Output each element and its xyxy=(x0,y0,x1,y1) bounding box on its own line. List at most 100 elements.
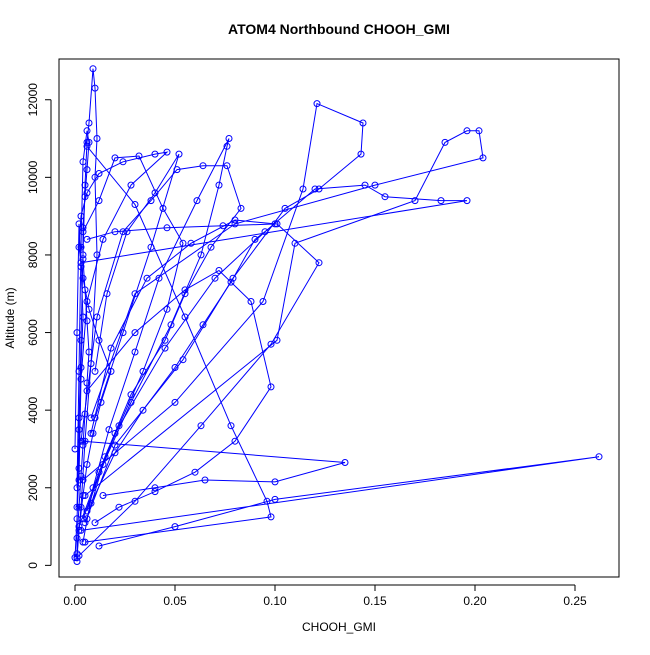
series-line xyxy=(82,155,184,512)
data-point xyxy=(75,503,83,511)
data-point xyxy=(95,542,103,550)
series-4 xyxy=(79,100,367,527)
data-point xyxy=(267,513,275,521)
data-point xyxy=(131,348,139,356)
data-point xyxy=(191,468,199,476)
data-point xyxy=(99,492,107,499)
data-point xyxy=(81,410,89,418)
data-point xyxy=(119,228,127,236)
series-line xyxy=(84,130,484,496)
data-point xyxy=(87,414,95,422)
data-point xyxy=(111,429,119,437)
data-point xyxy=(163,305,171,313)
data-point xyxy=(83,138,91,146)
data-point xyxy=(267,340,275,348)
data-point xyxy=(223,142,231,150)
data-point xyxy=(231,437,239,445)
data-point xyxy=(223,162,231,170)
data-point xyxy=(111,441,119,449)
x-tick-label: 0.25 xyxy=(563,594,587,608)
y-axis-label: Altitude (m) xyxy=(3,287,17,348)
data-point xyxy=(115,422,123,430)
data-point xyxy=(93,251,101,259)
data-point xyxy=(271,478,279,486)
data-point xyxy=(91,367,99,375)
data-point xyxy=(95,197,103,205)
series-line xyxy=(74,223,84,558)
data-point xyxy=(81,492,89,499)
data-point xyxy=(81,538,89,546)
data-point xyxy=(83,189,91,197)
series-9 xyxy=(77,181,471,523)
data-point xyxy=(357,150,365,158)
data-point xyxy=(87,429,95,437)
data-point xyxy=(411,197,419,205)
data-point xyxy=(87,499,95,507)
data-point xyxy=(83,317,91,325)
data-point xyxy=(75,414,83,422)
series-13 xyxy=(71,220,87,562)
data-point xyxy=(91,173,99,181)
series-8 xyxy=(81,142,275,546)
data-point xyxy=(299,185,307,193)
data-point xyxy=(81,519,89,527)
data-point xyxy=(101,453,109,461)
data-point xyxy=(75,523,83,531)
x-tick-label: 0.10 xyxy=(263,594,287,608)
data-point xyxy=(179,239,187,247)
data-point xyxy=(267,383,275,391)
chart-title: ATOM4 Northbound CHOOH_GMI xyxy=(228,21,450,37)
data-point xyxy=(89,65,97,73)
data-point xyxy=(131,329,139,337)
data-point xyxy=(119,158,127,166)
data-point xyxy=(163,148,171,156)
data-point xyxy=(201,476,209,484)
data-point xyxy=(361,181,369,189)
data-point xyxy=(93,313,101,321)
data-point xyxy=(83,298,91,305)
data-point xyxy=(479,154,487,162)
data-point xyxy=(81,193,89,201)
data-point xyxy=(227,422,235,430)
data-point xyxy=(77,503,85,511)
data-point xyxy=(71,554,79,562)
data-point xyxy=(359,119,367,127)
data-point xyxy=(79,476,87,484)
data-point xyxy=(115,503,123,511)
data-point xyxy=(91,84,99,92)
data-point xyxy=(143,274,151,282)
data-point xyxy=(93,135,101,142)
data-point xyxy=(79,313,87,321)
data-point xyxy=(227,278,235,286)
data-point xyxy=(85,138,93,146)
data-point xyxy=(85,348,93,356)
data-point xyxy=(437,197,445,205)
data-point xyxy=(181,290,189,298)
series-line xyxy=(80,184,468,519)
y-tick-label: 12000 xyxy=(26,83,40,117)
data-point xyxy=(187,239,195,247)
data-point xyxy=(83,379,91,387)
data-point xyxy=(171,398,179,406)
series-line xyxy=(90,219,277,504)
data-point xyxy=(77,472,85,480)
data-point xyxy=(73,558,81,565)
data-point xyxy=(91,519,99,527)
data-point xyxy=(475,127,483,135)
data-point xyxy=(311,185,319,193)
data-point xyxy=(89,429,97,437)
data-point xyxy=(159,204,167,212)
data-point xyxy=(271,495,279,503)
data-point xyxy=(211,274,219,282)
series-16 xyxy=(79,152,187,515)
y-axis: 0 2000 4000 6000 8000 10000 12000 xyxy=(26,83,52,569)
y-tick-label: 2000 xyxy=(26,474,40,501)
plot-frame xyxy=(58,58,620,578)
data-point xyxy=(99,235,107,243)
data-point xyxy=(193,197,201,205)
data-point xyxy=(77,336,85,344)
data-point xyxy=(199,321,207,329)
x-axis-label: CHOOH_GMI xyxy=(302,620,376,634)
data-point xyxy=(135,152,143,160)
